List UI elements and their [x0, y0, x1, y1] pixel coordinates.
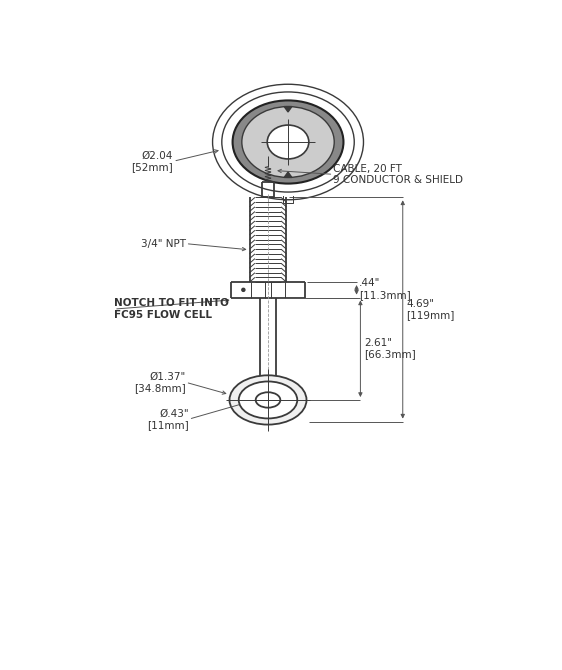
Ellipse shape — [229, 375, 306, 425]
Ellipse shape — [256, 392, 280, 407]
Text: .44"
[11.3mm]: .44" [11.3mm] — [359, 278, 411, 300]
Text: NOTCH TO FIT INTO
FC95 FLOW CELL: NOTCH TO FIT INTO FC95 FLOW CELL — [114, 298, 229, 320]
Ellipse shape — [268, 125, 309, 159]
Circle shape — [242, 288, 245, 291]
Ellipse shape — [239, 381, 297, 419]
Ellipse shape — [233, 100, 343, 184]
Text: 3/4" NPT: 3/4" NPT — [140, 239, 185, 249]
Polygon shape — [284, 107, 292, 112]
Text: Ø2.04
[52mm]: Ø2.04 [52mm] — [132, 151, 173, 172]
Ellipse shape — [242, 107, 334, 178]
Text: Ø1.37"
[34.8mm]: Ø1.37" [34.8mm] — [134, 371, 185, 393]
Polygon shape — [284, 172, 292, 178]
Text: CABLE, 20 FT
9 CONDUCTOR & SHIELD: CABLE, 20 FT 9 CONDUCTOR & SHIELD — [333, 163, 464, 185]
Text: Ø.43"
[11mm]: Ø.43" [11mm] — [147, 409, 189, 430]
Text: 2.61"
[66.3mm]: 2.61" [66.3mm] — [364, 338, 416, 360]
Text: 4.69"
[119mm]: 4.69" [119mm] — [406, 299, 455, 320]
